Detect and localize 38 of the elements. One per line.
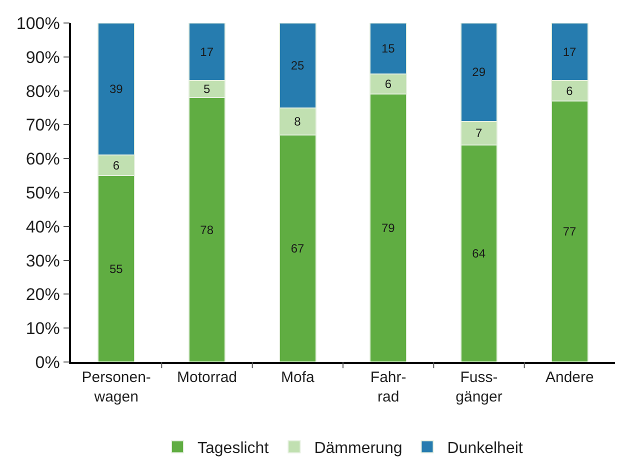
data-label: 15	[382, 41, 396, 56]
data-label: 78	[200, 222, 214, 237]
data-label: 39	[110, 82, 124, 96]
data-label: 8	[294, 114, 302, 128]
data-label: 17	[562, 44, 576, 59]
x-tick-label: Mofa	[280, 368, 315, 386]
y-tick-label: 20%	[26, 285, 60, 304]
x-tick-label: Personen- wagen	[82, 368, 151, 406]
y-tick-label: 70%	[26, 116, 60, 135]
y-tick-label: 40%	[26, 217, 60, 236]
y-tick-label: 100%	[16, 14, 60, 33]
x-tick-label: Fuss- gänger	[456, 368, 502, 406]
y-tick-label: 0%	[35, 352, 60, 372]
legend-label: Dämmerung	[314, 440, 402, 457]
legend-label: Dunkelheit	[447, 440, 524, 457]
y-tick-label: 80%	[26, 82, 60, 101]
y-tick-label: 50%	[26, 183, 60, 202]
data-label: 6	[112, 158, 120, 172]
data-label: 17	[200, 44, 214, 59]
y-tick-label: 60%	[26, 150, 60, 169]
data-label: 64	[472, 246, 486, 261]
data-label: 5	[204, 82, 210, 96]
data-label: 67	[290, 241, 304, 256]
data-label: 79	[382, 221, 396, 236]
y-tick-label: 30%	[26, 251, 60, 270]
x-tick-label: Motorrad	[176, 368, 238, 386]
legend-label: Tageslicht	[198, 440, 270, 457]
data-label: 77	[562, 224, 576, 238]
x-tick-label: Fahr- rad	[370, 368, 406, 406]
data-label: 25	[290, 58, 304, 72]
data-label: 7	[476, 126, 482, 140]
y-tick-label: 90%	[26, 48, 60, 67]
x-tick-label: Andere	[545, 368, 594, 386]
data-label: 29	[472, 65, 486, 80]
data-label: 6	[566, 84, 574, 98]
data-label: 55	[110, 262, 124, 276]
y-tick-label: 10%	[26, 319, 60, 338]
data-label: 6	[384, 77, 392, 92]
